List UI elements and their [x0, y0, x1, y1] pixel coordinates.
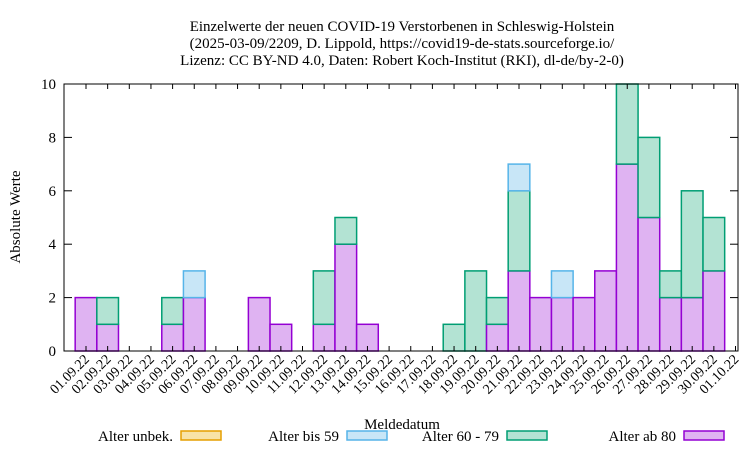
bar-alter-ab-80-13.09.22	[334, 243, 358, 352]
bar-alter-ab-80-01.09.22	[74, 296, 98, 352]
y-tick-label-8: 8	[49, 130, 57, 146]
bars	[74, 83, 726, 352]
y-tick-label-0: 0	[49, 344, 57, 360]
y-tick-label-4: 4	[49, 237, 57, 253]
legend-label-alter-ab-80: Alter ab 80	[609, 429, 676, 445]
bar-alter-ab-80-24.09.22	[572, 296, 596, 352]
bar-alter-60-79-21.09.22	[507, 190, 531, 272]
bar-alter-ab-80-21.09.22	[507, 270, 531, 352]
bar-alter-ab-80-27.09.22	[637, 216, 661, 352]
bar-alter-60-79-19.09.22	[464, 270, 488, 352]
bar-alter-ab-80-30.09.22	[702, 270, 726, 352]
bar-alter-ab-80-09.09.22	[247, 296, 271, 352]
legend-swatch-alter-ab-80	[683, 430, 725, 441]
title-line-3: Lizenz: CC BY-ND 4.0, Daten: Robert Koch…	[180, 53, 624, 69]
legend-label-alter-60-79: Alter 60 - 79	[422, 429, 499, 445]
legend-swatch-alter-unbek-	[180, 430, 222, 441]
bar-alter-ab-80-22.09.22	[529, 296, 553, 352]
y-tick-label-6: 6	[49, 184, 57, 200]
bar-alter-ab-80-28.09.22	[658, 296, 683, 352]
legend-label-alter-unbek-: Alter unbek.	[98, 429, 173, 445]
bar-alter-bis-59-06.09.22	[182, 270, 206, 299]
bar-alter-ab-80-26.09.22	[615, 163, 639, 352]
bar-alter-bis-59-21.09.22	[507, 163, 531, 192]
bar-alter-60-79-30.09.22	[702, 216, 726, 272]
x-axis-label: Meldedatum	[364, 417, 440, 433]
legend-swatch-alter-60-79	[506, 430, 548, 441]
bar-alter-bis-59-23.09.22	[550, 270, 574, 299]
bar-alter-60-79-26.09.22	[615, 83, 639, 165]
bar-alter-60-79-29.09.22	[680, 190, 704, 299]
bar-alter-60-79-13.09.22	[334, 216, 358, 245]
title-line-2: (2025-03-09/2209, D. Lippold, https://co…	[190, 36, 615, 52]
legend-label-alter-bis-59: Alter bis 59	[268, 429, 339, 445]
bar-alter-ab-80-06.09.22	[182, 296, 206, 352]
bar-alter-60-79-02.09.22	[96, 296, 120, 326]
bar-alter-60-79-05.09.22	[161, 296, 185, 326]
title-line-1: Einzelwerte der neuen COVID-19 Verstorbe…	[190, 19, 615, 35]
y-tick-label-2: 2	[49, 291, 57, 307]
bar-alter-ab-80-25.09.22	[594, 270, 618, 352]
y-tick-label-10: 10	[41, 77, 56, 93]
bar-alter-60-79-28.09.22	[658, 270, 683, 299]
legend: Alter unbek. Alter bis 59 Alter 60 - 79 Alt…	[98, 429, 725, 445]
bar-alter-60-79-27.09.22	[637, 136, 661, 219]
chart-title: Einzelwerte der neuen COVID-19 Verstorbe…	[180, 19, 624, 69]
legend-swatch-alter-bis-59	[346, 430, 388, 441]
bar-alter-60-79-12.09.22	[312, 270, 336, 326]
bar-alter-ab-80-29.09.22	[680, 296, 704, 352]
bar-alter-ab-80-23.09.22	[550, 296, 574, 352]
bar-alter-60-79-20.09.22	[485, 296, 509, 326]
plot-frame	[63, 83, 739, 352]
y-axis-label: Absolute Werte	[8, 170, 24, 263]
